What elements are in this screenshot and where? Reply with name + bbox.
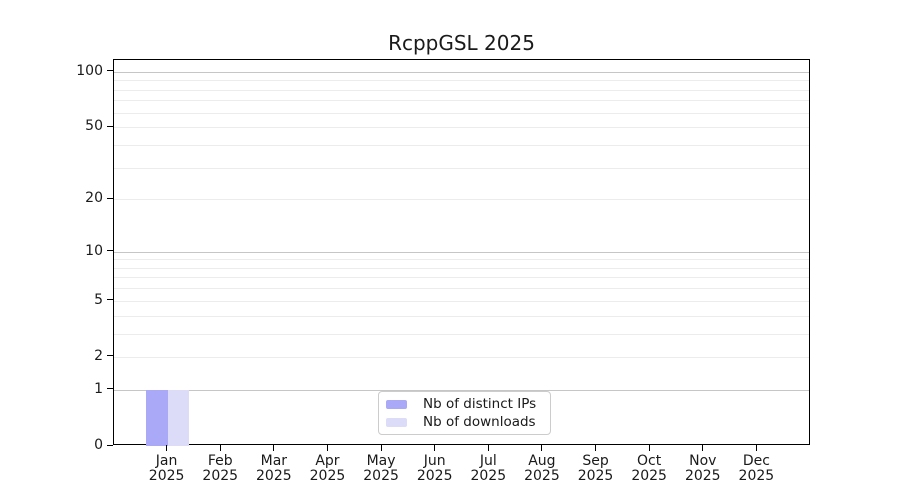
x-tick-month: Jan [155, 453, 178, 469]
y-tick-label: 100 [76, 62, 103, 79]
x-tick-month: Feb [207, 453, 233, 469]
y-minor-gridline [114, 288, 809, 290]
x-tick [380, 445, 382, 451]
x-tick-month: Jun [423, 453, 446, 469]
y-minor-gridline [114, 100, 809, 102]
y-minor-gridline [114, 315, 809, 317]
x-tick-year: 2025 [631, 468, 667, 484]
y-tick-label: 1 [94, 380, 103, 397]
plot-area [113, 59, 810, 446]
y-major-gridline [114, 251, 809, 253]
x-tick-label: Jan 2025 [140, 454, 194, 484]
x-tick-label: Jul 2025 [462, 454, 516, 484]
x-tick-label: Nov 2025 [676, 454, 730, 484]
y-tick [107, 388, 113, 390]
x-tick [755, 445, 757, 451]
x-tick-year: 2025 [524, 468, 560, 484]
y-tick-label: 50 [85, 118, 103, 135]
x-tick-label: Dec 2025 [730, 454, 784, 484]
x-tick-month: Jul [479, 453, 497, 469]
y-major-gridline [114, 71, 809, 73]
x-tick-label: Oct 2025 [622, 454, 676, 484]
x-tick [326, 445, 328, 451]
legend-swatch-nb-of-downloads [386, 417, 407, 427]
y-minor-gridline [114, 267, 809, 269]
y-tick [107, 299, 113, 301]
y-tick [107, 70, 113, 72]
y-minor-gridline [114, 333, 809, 335]
legend-item: Nb of downloads [386, 414, 538, 430]
x-tick-year: 2025 [148, 468, 185, 484]
y-minor-gridline [114, 112, 809, 114]
y-minor-gridline [114, 127, 809, 129]
x-tick-label: Mar 2025 [247, 454, 301, 484]
x-tick [595, 445, 597, 451]
x-tick-year: 2025 [309, 468, 346, 484]
chart-title: RcppGSL 2025 [388, 31, 535, 55]
y-tick [107, 125, 113, 127]
y-tick-label: 20 [85, 190, 103, 207]
x-tick-label: May 2025 [354, 454, 408, 484]
legend-label: Nb of downloads [423, 414, 536, 430]
x-tick-month: May [366, 453, 396, 469]
x-tick-year: 2025 [416, 468, 453, 484]
x-tick [541, 445, 543, 451]
x-tick-label: Feb 2025 [193, 454, 247, 484]
bar-nb-of-downloads [167, 389, 190, 446]
y-minor-gridline [114, 259, 809, 261]
x-tick-year: 2025 [363, 468, 399, 484]
x-tick-year: 2025 [470, 468, 507, 484]
legend-swatch-nb-of-distinct-ips [386, 399, 407, 409]
x-tick-month: Sep [582, 453, 609, 469]
legend: Nb of distinct IPs Nb of downloads [378, 391, 551, 435]
x-tick-year: 2025 [256, 468, 292, 484]
x-tick-month: Dec [742, 453, 770, 469]
x-tick [487, 445, 489, 451]
y-tick-label: 2 [94, 347, 103, 364]
y-tick [107, 197, 113, 199]
y-major-gridline [114, 389, 809, 391]
y-tick [107, 250, 113, 252]
x-tick-label: Sep 2025 [569, 454, 623, 484]
y-tick [107, 444, 113, 446]
y-minor-gridline [114, 199, 809, 201]
y-minor-gridline [114, 277, 809, 279]
x-tick-month: Mar [260, 453, 288, 469]
x-tick-month: Apr [315, 453, 340, 469]
y-tick-label: 0 [94, 437, 103, 453]
y-minor-gridline [114, 80, 809, 82]
bar-nb-of-distinct-ips [146, 389, 168, 446]
x-tick-label: Aug 2025 [515, 454, 569, 484]
x-tick-year: 2025 [577, 468, 614, 484]
x-tick [219, 445, 221, 451]
x-tick [166, 445, 168, 451]
x-tick-month: Oct [637, 453, 662, 469]
x-tick-label: Apr 2025 [301, 454, 355, 484]
y-tick-label: 10 [85, 242, 103, 259]
x-tick [273, 445, 275, 451]
y-minor-gridline [114, 167, 809, 169]
x-tick-label: Jun 2025 [408, 454, 462, 484]
x-tick [648, 445, 650, 451]
x-tick [434, 445, 436, 451]
x-tick-year: 2025 [738, 468, 775, 484]
legend-label: Nb of distinct IPs [423, 396, 537, 412]
y-tick-label: 5 [94, 291, 103, 308]
legend-item: Nb of distinct IPs [386, 396, 538, 412]
y-minor-gridline [114, 144, 809, 146]
x-tick-year: 2025 [684, 468, 721, 484]
x-tick-year: 2025 [202, 468, 239, 484]
x-tick-month: Aug [528, 453, 556, 469]
x-tick-month: Nov [689, 453, 717, 469]
y-minor-gridline [114, 89, 809, 91]
x-tick [702, 445, 704, 451]
y-minor-gridline [114, 300, 809, 302]
y-tick [107, 355, 113, 357]
y-minor-gridline [114, 356, 809, 358]
